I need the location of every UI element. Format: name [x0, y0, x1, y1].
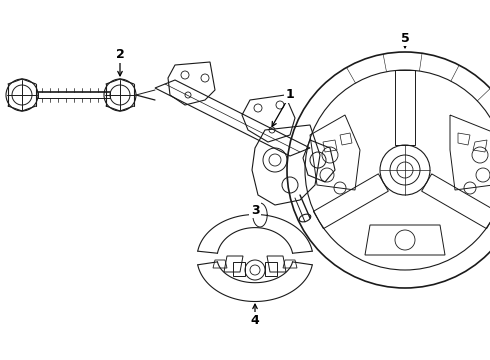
- Text: 1: 1: [286, 89, 294, 102]
- Text: 4: 4: [250, 314, 259, 327]
- Text: 3: 3: [251, 203, 259, 216]
- Text: 5: 5: [401, 31, 409, 45]
- Text: 2: 2: [116, 49, 124, 62]
